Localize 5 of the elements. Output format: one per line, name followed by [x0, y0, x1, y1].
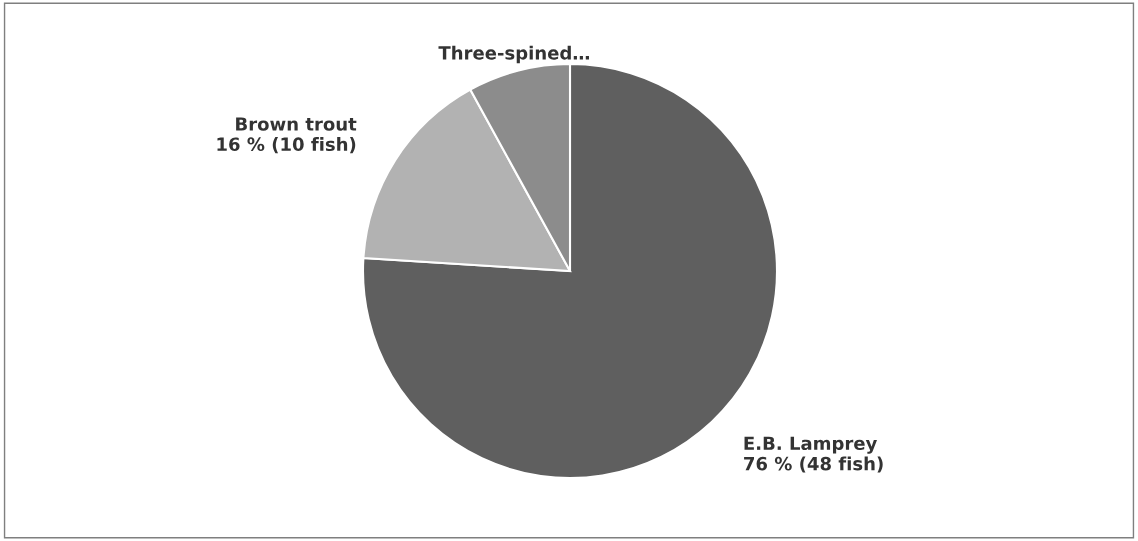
data-label: 16 % (10 fish) — [217, 137, 356, 154]
slice-label: E.B. Lamprey — [744, 436, 877, 454]
slice-label: Three-spined… — [438, 45, 589, 64]
slice-label: Brown trout — [236, 117, 357, 131]
data-label: 76 % (48 fish) — [744, 456, 883, 473]
